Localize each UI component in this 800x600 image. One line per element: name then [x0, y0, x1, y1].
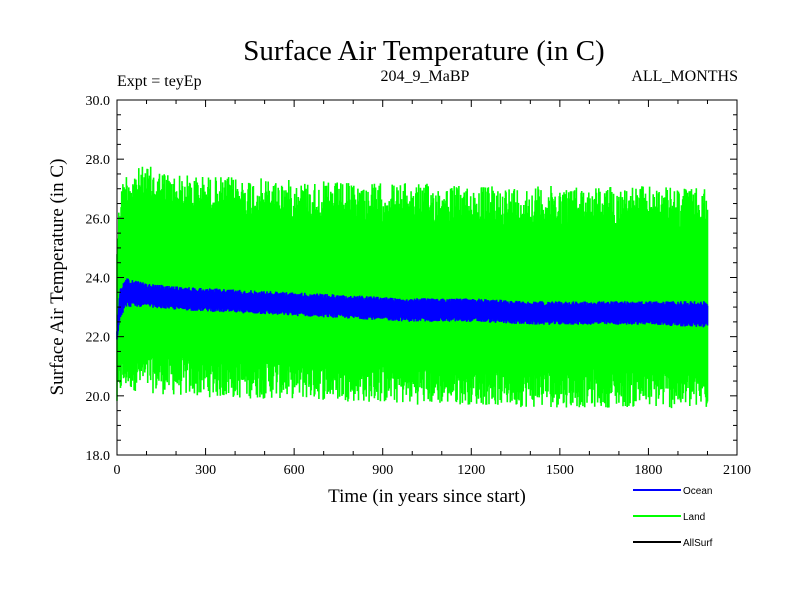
x-tick-label: 300: [195, 463, 216, 478]
legend-label-land: Land: [683, 512, 705, 523]
subtitle-center: 204_9_MaBP: [381, 68, 470, 85]
x-tick-label: 2100: [723, 463, 751, 478]
y-axis-label: Surface Air Temperature (in C): [47, 159, 68, 396]
x-axis: 0 300 600 900 1200 1500 1800 2100: [114, 100, 751, 478]
x-tick-label: 1800: [634, 463, 662, 478]
x-tick-label: 1200: [457, 463, 485, 478]
x-tick-label: 900: [372, 463, 393, 478]
x-tick-label: 0: [114, 463, 121, 478]
legend-label-allsurf: AllSurf: [683, 538, 713, 549]
y-tick-label: 30.0: [86, 94, 111, 109]
subtitle-right: ALL_MONTHS: [631, 68, 738, 85]
legend: Ocean Land AllSurf: [633, 486, 713, 549]
legend-label-ocean: Ocean: [683, 486, 712, 497]
subtitle-left: Expt = teyEp: [117, 73, 202, 90]
plot-series: [116, 166, 709, 409]
chart-title: Surface Air Temperature (in C): [243, 35, 604, 67]
x-axis-label: Time (in years since start): [328, 486, 526, 507]
y-tick-label: 28.0: [86, 153, 111, 168]
y-tick-label: 26.0: [86, 212, 111, 227]
y-tick-label: 18.0: [86, 449, 111, 464]
x-tick-label: 600: [284, 463, 305, 478]
series-ocean: [116, 278, 709, 340]
y-axis: 18.0 20.0 22.0 24.0 26.0 28.0 30.0: [86, 94, 737, 464]
y-tick-label: 22.0: [86, 331, 111, 346]
x-tick-label: 1500: [546, 463, 574, 478]
series-land: [116, 166, 709, 409]
y-tick-label: 20.0: [86, 390, 111, 405]
y-tick-label: 24.0: [86, 272, 111, 287]
